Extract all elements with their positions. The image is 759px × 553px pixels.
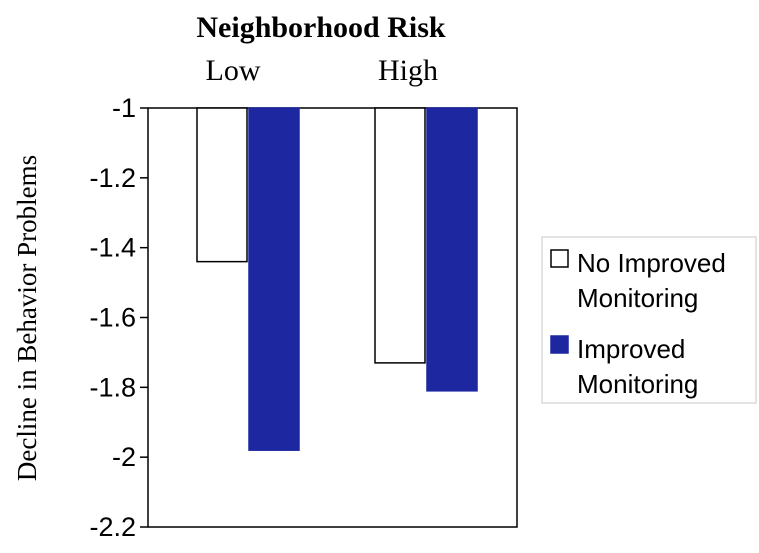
chart-title: Neighborhood Risk [196, 11, 446, 44]
category-label-high: High [378, 54, 438, 87]
legend-label-1: Monitoring [577, 283, 698, 313]
y-tick-label: -1 [112, 93, 136, 123]
y-tick-label: -1.4 [89, 233, 136, 263]
legend: No Improved Monitoring Improved Monitoring [541, 236, 757, 404]
legend-swatch-2 [550, 335, 569, 354]
bar-high-series-1 [374, 107, 426, 364]
y-tick-label: -2.2 [89, 512, 136, 542]
y-axis-label: Decline in Behavior Problems [12, 155, 42, 481]
y-tick-label: -1.8 [89, 372, 136, 402]
legend-swatch-1 [550, 249, 569, 268]
legend-label-2: Monitoring [577, 369, 698, 399]
y-tick-label: -1.6 [89, 303, 136, 333]
legend-frame [541, 236, 757, 404]
bar-low-series-2 [248, 107, 300, 451]
y-tick-label: -2 [112, 442, 136, 472]
legend-label-2: Improved [577, 334, 685, 364]
bar-low-series-1 [196, 107, 248, 263]
y-tick-label: -1.2 [89, 163, 136, 193]
legend-label-1: No Improved [577, 248, 726, 278]
bar-high-series-2 [426, 107, 478, 392]
bars [196, 107, 478, 451]
y-axis-ticks: -1 -1.2 -1.4 -1.6 -1.8 -2 -2.2 [89, 93, 148, 542]
category-label-low: Low [206, 54, 261, 87]
category-labels: Low High [206, 54, 439, 87]
